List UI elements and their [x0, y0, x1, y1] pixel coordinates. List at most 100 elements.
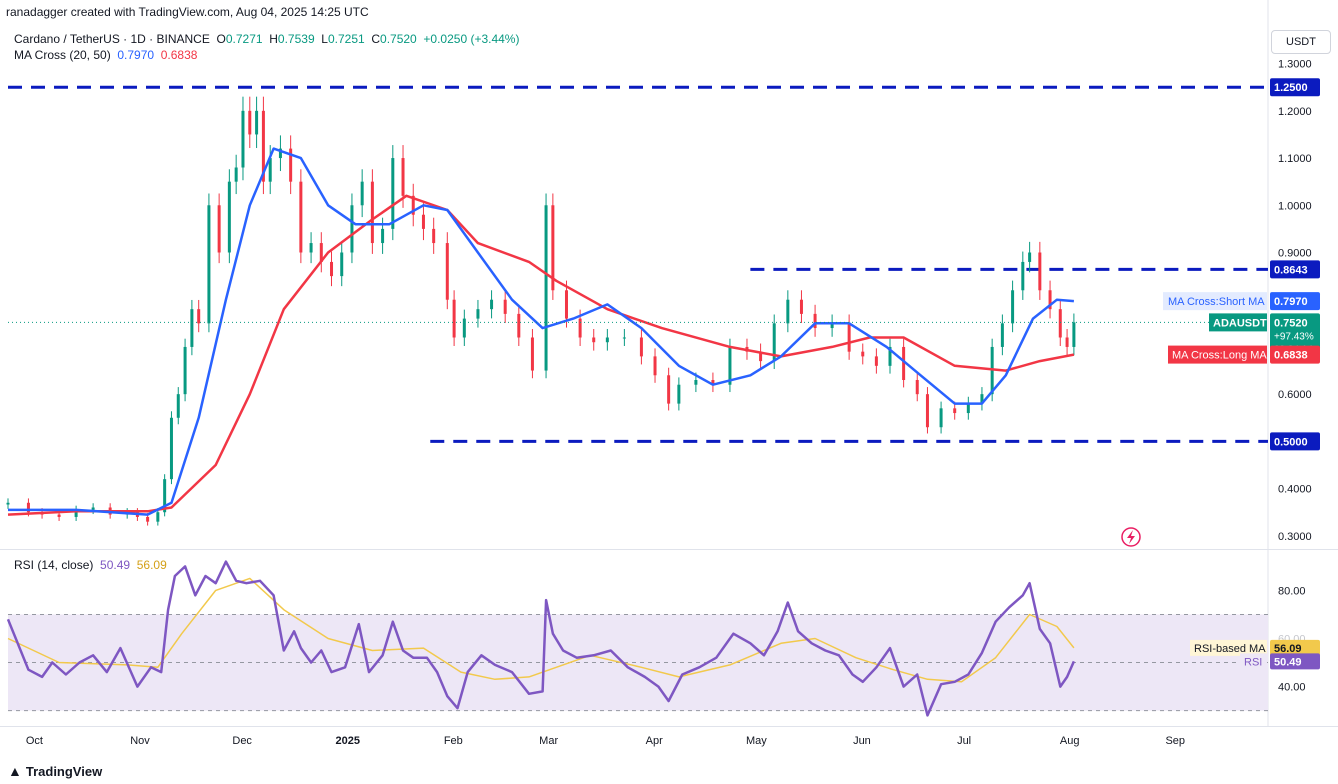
- candle-body: [544, 205, 548, 371]
- ma-indicator-title[interactable]: MA Cross (20, 50): [14, 48, 111, 62]
- rsi-tag-label: RSI: [1244, 656, 1262, 668]
- price-axis-tick-label: 0.3000: [1278, 531, 1312, 543]
- candle-body: [953, 408, 957, 414]
- time-axis-tick-label: Apr: [646, 735, 663, 747]
- candle-body: [1038, 252, 1042, 291]
- price-axis-tick-label: 1.0000: [1278, 200, 1312, 212]
- candle-body: [728, 346, 732, 385]
- ma-short-value: 0.7970: [117, 48, 155, 62]
- candle-body: [289, 148, 293, 182]
- candle-body: [861, 351, 865, 357]
- close-value: 0.7520: [380, 32, 417, 46]
- rsi-band: [8, 614, 1268, 711]
- price-level-tag: [1270, 78, 1320, 97]
- open-value: 0.7271: [225, 32, 263, 46]
- candle-body: [278, 148, 282, 159]
- price-axis-tick-label: 1.2000: [1278, 106, 1312, 118]
- ma-short-line: [8, 147, 1075, 516]
- candle-body: [234, 167, 238, 182]
- candle-body: [183, 346, 187, 395]
- alert-lightning-icon: [1121, 527, 1141, 547]
- ma-long-tag-label: MA Cross:Long MA: [1172, 350, 1267, 362]
- ma-legend-row: MA Cross (20, 50) 0.7970 0.6838: [14, 47, 519, 63]
- candle-body: [299, 181, 303, 253]
- candle-body: [653, 356, 657, 376]
- candle-body: [476, 309, 480, 319]
- candle-body: [241, 110, 245, 168]
- candle-body: [91, 507, 95, 510]
- rsi-ma-axis-tag: [1270, 639, 1320, 656]
- candle-body: [421, 214, 425, 229]
- symbol-title[interactable]: Cardano / TetherUS · 1D · BINANCE: [14, 32, 210, 46]
- candle-body: [261, 110, 265, 182]
- tradingview-logo-icon: ▲: [8, 763, 22, 779]
- candle-body: [169, 417, 173, 480]
- main-legend: Cardano / TetherUS · 1D · BINANCE O0.727…: [14, 31, 519, 63]
- candle-body: [639, 337, 643, 357]
- tradingview-brand[interactable]: ▲ TradingView: [8, 763, 102, 779]
- price-axis-tick-label: 0.9000: [1278, 248, 1312, 260]
- price-axis-tick-label: 0.4000: [1278, 484, 1312, 496]
- rsi-line: [6, 560, 1076, 717]
- high-value: 0.7539: [277, 32, 315, 46]
- time-axis-tick-label: May: [746, 735, 767, 747]
- ma-long-tag-bg: [1168, 345, 1267, 364]
- rsi-axis-tag: [1270, 653, 1320, 670]
- candle-body: [966, 403, 970, 414]
- rsi-indicator-title[interactable]: RSI (14, close): [14, 558, 94, 572]
- candle-body: [330, 261, 334, 277]
- ma-short-tag-label: MA Cross:Short MA: [1168, 296, 1265, 308]
- rsi-ma-tag-label: RSI-based MA: [1194, 643, 1266, 655]
- rsi-ma-line: [7, 577, 1075, 683]
- candle-body: [503, 299, 507, 314]
- symbol-tag-bg: [1209, 313, 1267, 332]
- candle-body: [980, 394, 984, 404]
- candle-body: [677, 384, 681, 404]
- candle-body: [1048, 290, 1052, 310]
- currency-button[interactable]: USDT: [1271, 30, 1331, 54]
- ma-short-axis-tag: [1270, 292, 1320, 311]
- time-axis-tick-label: Nov: [130, 735, 150, 747]
- candle-body: [401, 158, 405, 196]
- candle-body: [939, 408, 943, 428]
- candle-body: [381, 228, 385, 244]
- candle-body: [319, 243, 323, 262]
- ma-long-line: [7, 194, 1075, 516]
- time-axis-tick-label: Aug: [1060, 735, 1080, 747]
- candle-body: [432, 228, 436, 244]
- candle-body: [248, 110, 252, 135]
- ma-long-axis-tag: [1270, 345, 1320, 364]
- candle-body: [445, 243, 449, 300]
- low-value: 0.7251: [327, 32, 365, 46]
- symbol-tag-label: ADAUSDT: [1213, 317, 1267, 329]
- candle-body: [813, 313, 817, 329]
- candle-body: [268, 158, 272, 182]
- time-axis-tick-label: Oct: [26, 735, 43, 747]
- pct-change-axis-value: +97.43%: [1274, 331, 1314, 342]
- candle-body: [1011, 290, 1015, 324]
- price-level-tag: [1270, 432, 1320, 451]
- rsi-axis-tick-label: 40.00: [1278, 682, 1306, 694]
- candle-body: [759, 351, 763, 362]
- candle-body: [176, 394, 180, 418]
- ma-long-axis-value: 0.6838: [1274, 350, 1308, 362]
- candle-body: [74, 509, 78, 517]
- candle-body: [925, 394, 929, 428]
- candle-body: [830, 323, 834, 329]
- time-axis-tick-label: Mar: [539, 735, 558, 747]
- rsi-axis-value: 50.49: [1274, 656, 1302, 668]
- price-level-label: 1.2500: [1274, 82, 1308, 94]
- price-level-label: 0.8643: [1274, 264, 1308, 276]
- rsi-legend-value: 50.49: [100, 558, 131, 572]
- time-axis-tick-label: Dec: [232, 735, 252, 747]
- candle-body: [197, 309, 201, 324]
- candle-body: [490, 299, 494, 310]
- rsi-ma-legend-value: 56.09: [136, 558, 167, 572]
- candle-body: [350, 205, 354, 253]
- candle-body: [217, 205, 221, 253]
- candle-body: [592, 337, 596, 343]
- low-label: L: [321, 32, 328, 46]
- candle-body: [207, 205, 211, 324]
- price-axis-tick-label: 1.1000: [1278, 153, 1312, 165]
